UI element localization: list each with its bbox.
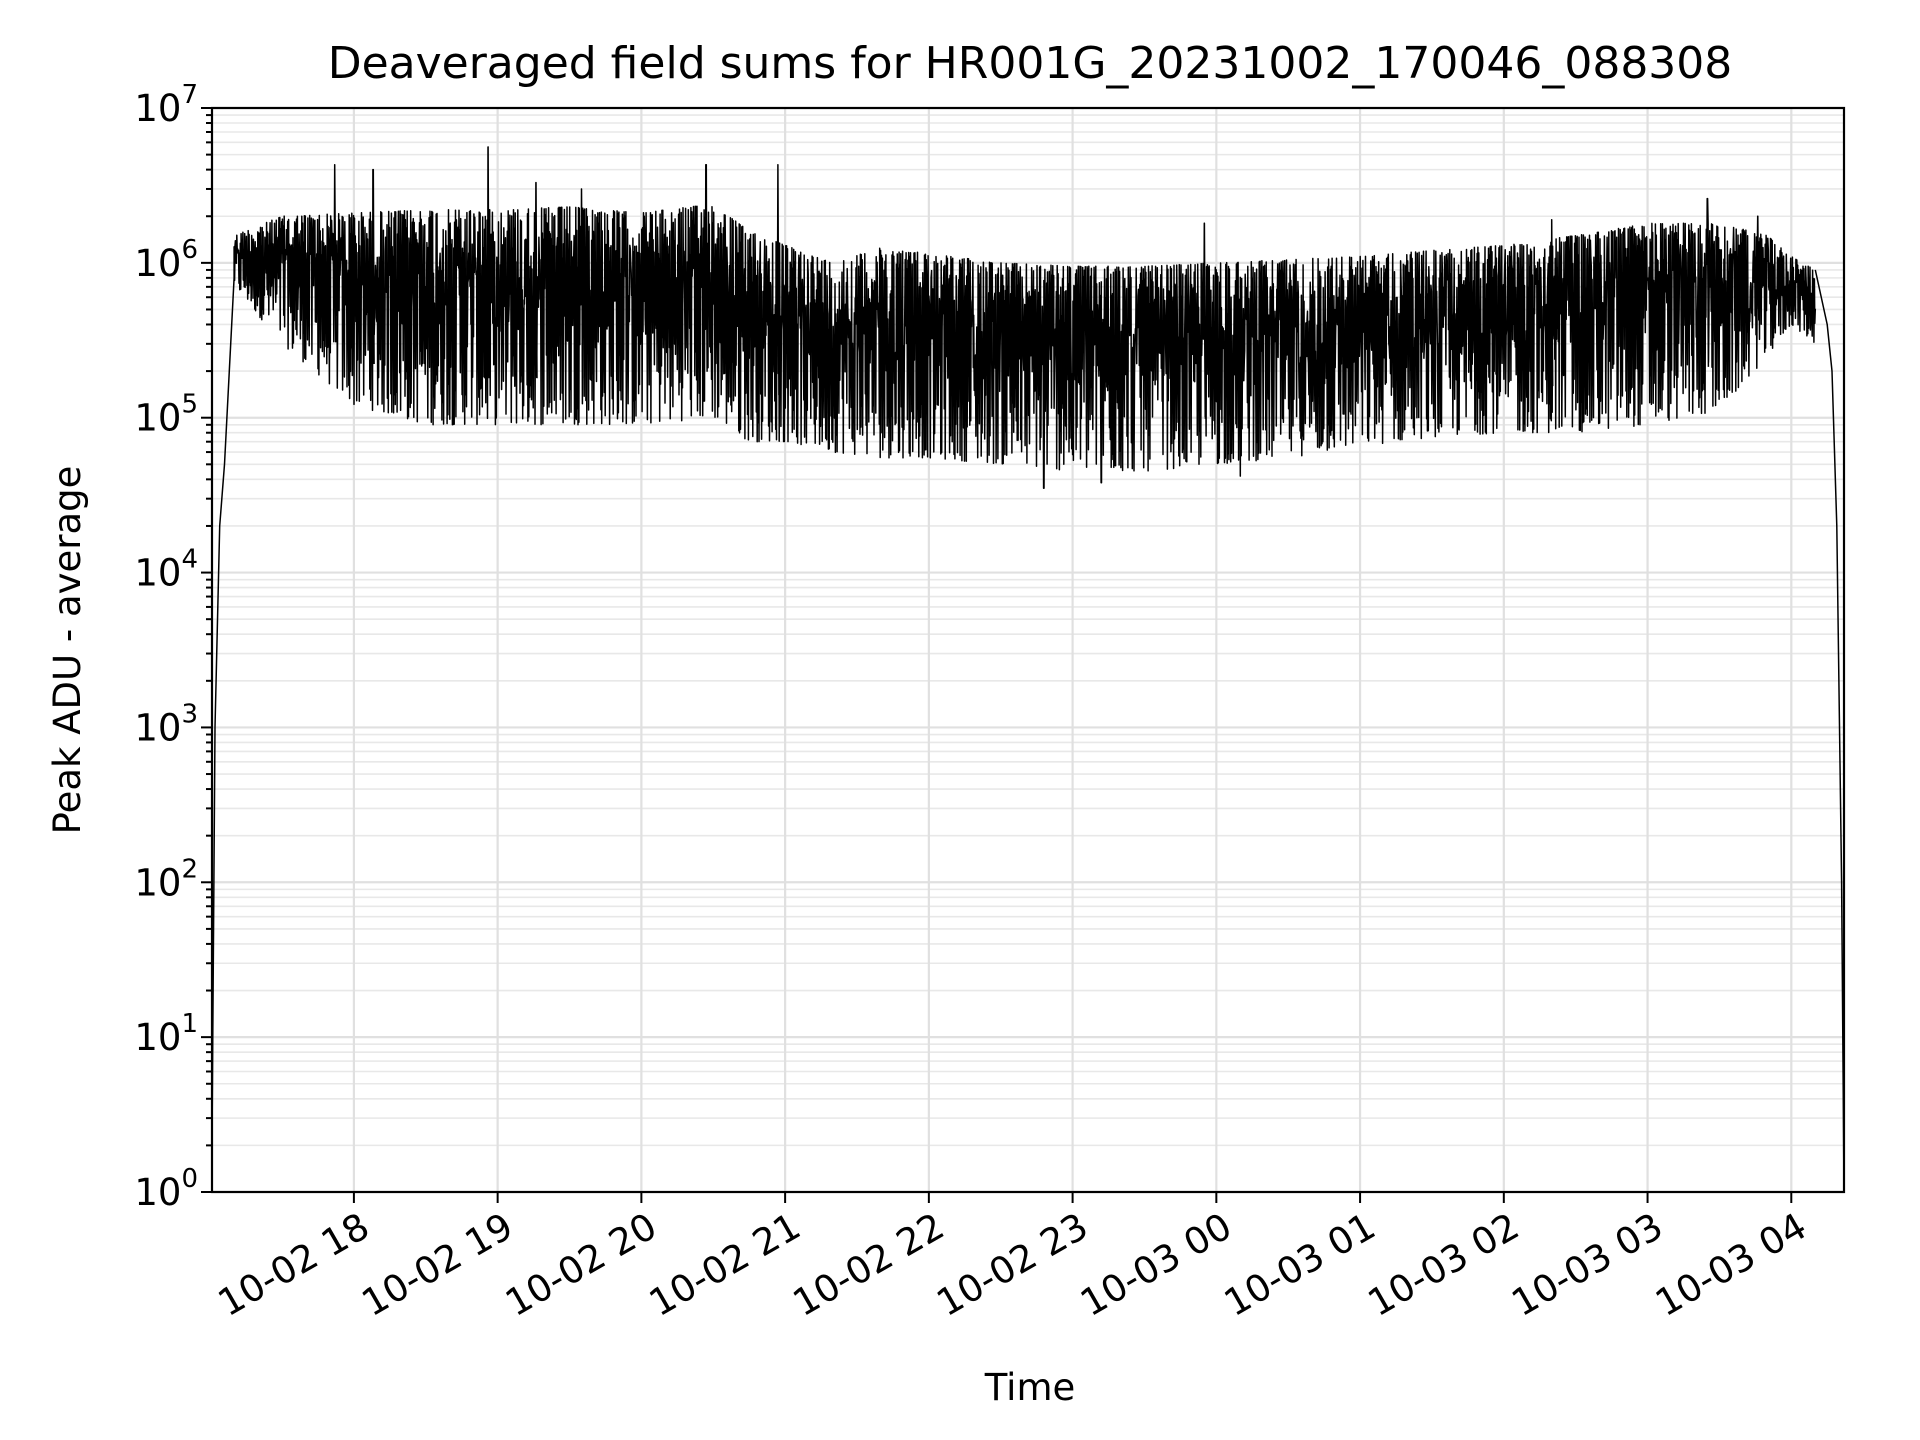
x-tick-label: 10-03 04 xyxy=(1648,1205,1814,1325)
plot-frame xyxy=(210,106,1846,1194)
y-tick-exponent: 1 xyxy=(181,1009,198,1039)
series-line xyxy=(211,146,1845,1193)
x-tick-label: 10-03 01 xyxy=(1217,1205,1383,1325)
y-tick-exponent: 6 xyxy=(181,235,198,265)
y-tick-exponent: 4 xyxy=(181,545,198,575)
y-tick-label: 103 xyxy=(134,699,198,749)
y-tick-base: 10 xyxy=(134,87,181,130)
x-tick-label: 10-03 02 xyxy=(1361,1205,1527,1325)
x-tick-label: 10-02 23 xyxy=(930,1205,1096,1325)
y-tick-label: 107 xyxy=(134,80,198,130)
x-axis-label: Time xyxy=(984,1366,1076,1409)
y-tick-base: 10 xyxy=(134,1171,181,1214)
x-tick-label: 10-02 19 xyxy=(355,1205,521,1325)
y-tick-label: 105 xyxy=(134,390,198,440)
y-tick-exponent: 5 xyxy=(181,390,198,420)
y-tick-base: 10 xyxy=(134,552,181,595)
y-tick-base: 10 xyxy=(134,242,181,285)
y-tick-label: 104 xyxy=(134,545,198,595)
y-tick-base: 10 xyxy=(134,1016,181,1059)
y-tick-exponent: 0 xyxy=(181,1164,198,1194)
y-tick-base: 10 xyxy=(134,706,181,749)
y-tick-label: 102 xyxy=(134,854,198,904)
y-tick-exponent: 3 xyxy=(181,699,198,729)
grid xyxy=(212,106,1844,1194)
y-tick-label: 101 xyxy=(134,1009,198,1059)
series-layer xyxy=(211,146,1845,1193)
chart-title: Deaveraged field sums for HR001G_2023100… xyxy=(328,38,1733,89)
y-tick-base: 10 xyxy=(134,861,181,904)
y-tick-exponent: 7 xyxy=(181,80,198,110)
x-tick-label: 10-03 00 xyxy=(1073,1205,1239,1325)
y-tick-base: 10 xyxy=(134,397,181,440)
y-axis-label: Peak ADU - average xyxy=(46,466,89,835)
x-tick-label: 10-02 21 xyxy=(642,1205,808,1325)
x-tick-label: 10-02 20 xyxy=(498,1205,664,1325)
x-tick-label: 10-03 03 xyxy=(1504,1205,1670,1325)
x-tick-label: 10-02 22 xyxy=(786,1205,952,1325)
x-tick-label: 10-02 18 xyxy=(211,1205,377,1325)
y-tick-label: 106 xyxy=(134,235,198,285)
y-tick-exponent: 2 xyxy=(181,854,198,884)
y-tick-label: 100 xyxy=(134,1164,198,1214)
